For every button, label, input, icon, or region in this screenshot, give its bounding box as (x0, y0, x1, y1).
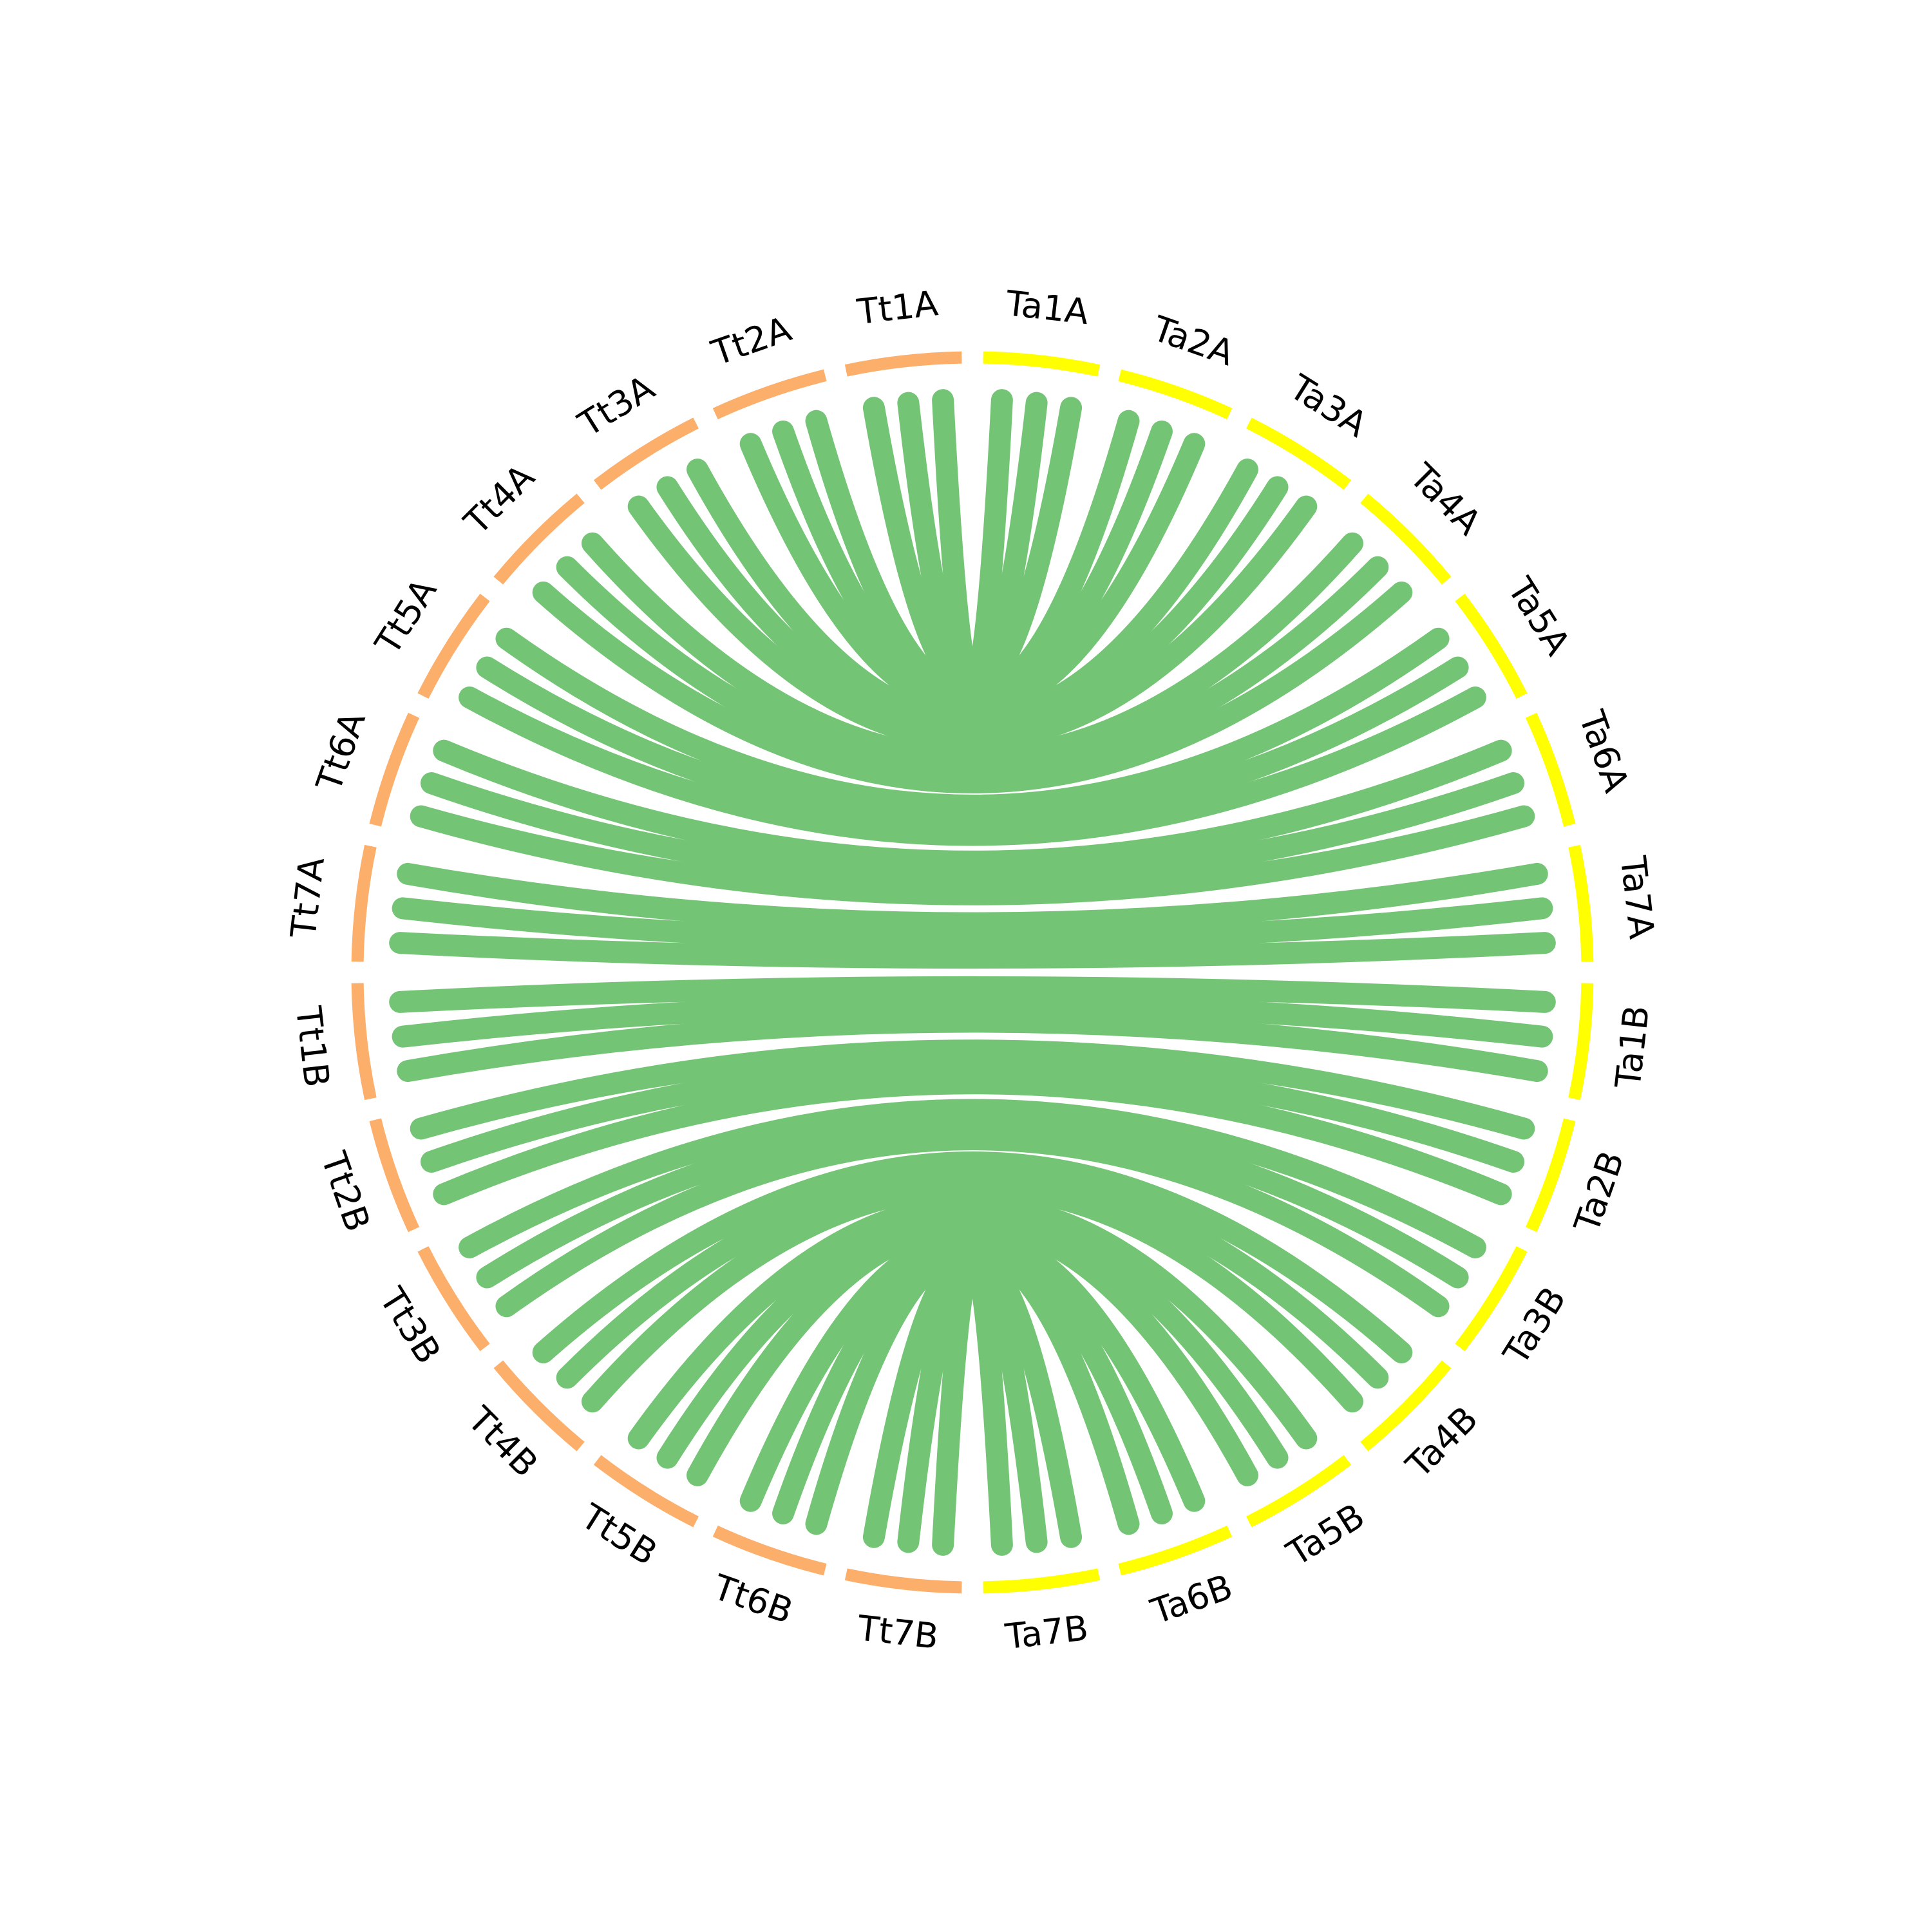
segment-label: Tt1B (288, 1004, 337, 1090)
link (433, 739, 1512, 873)
segment-arc (1525, 1118, 1576, 1233)
segment-arc (844, 351, 962, 377)
link (581, 532, 1364, 769)
segment-label: Tt2A (706, 308, 796, 374)
segment-arc (983, 351, 1101, 377)
segment-label: Tt4B (459, 1399, 545, 1485)
link (459, 687, 1486, 846)
segment-label: Ta4A (1401, 455, 1489, 543)
link (389, 976, 1556, 1013)
segment-arc (351, 844, 377, 962)
link (459, 1099, 1486, 1258)
segment-arc (1568, 983, 1594, 1101)
link (581, 1176, 1364, 1413)
segment-arc (1118, 369, 1233, 420)
segment-label: Tt3B (371, 1280, 449, 1371)
segment-label: Tt6A (308, 706, 374, 797)
segment-label: Tt6B (708, 1566, 798, 1631)
segment-arc (493, 1360, 585, 1452)
segment-label: Tt4A (456, 457, 542, 543)
segment-arc (1568, 844, 1594, 962)
segment-label: Ta3A (1282, 366, 1374, 445)
link (687, 1213, 1258, 1486)
link (397, 862, 1548, 934)
link (739, 433, 1206, 719)
segment-arc (493, 493, 585, 585)
link (495, 627, 1450, 817)
segment-label: Ta2A (1147, 308, 1239, 374)
segment-arc (369, 712, 420, 827)
link (389, 932, 1556, 969)
segment-arc (1525, 712, 1576, 827)
link (410, 805, 1535, 905)
segment-label: Tt2B (313, 1146, 378, 1236)
link (627, 495, 1318, 751)
link (932, 1247, 1013, 1556)
link (420, 1056, 1525, 1173)
link (392, 993, 1553, 1048)
segment-label: Ta6A (1571, 705, 1636, 797)
segment-arc (844, 1568, 962, 1594)
segment-label: Ta5A (1499, 570, 1578, 662)
link (532, 1151, 1413, 1364)
segment-arc (1455, 593, 1528, 699)
segment-arc (1360, 1360, 1452, 1452)
link (420, 772, 1525, 889)
link (532, 581, 1413, 793)
segment-label: Ta2B (1566, 1146, 1632, 1238)
segment-arc (1360, 493, 1452, 585)
segment-arc (712, 1525, 827, 1576)
segment-label: Ta7A (1613, 853, 1662, 941)
segment-arc (351, 983, 377, 1101)
segment-label: Tt5A (367, 571, 445, 662)
segment-arc (593, 417, 699, 490)
segment-label: Tt5B (574, 1495, 665, 1573)
segment-label: Tt3A (571, 367, 662, 445)
segment-label: Tt7A (283, 855, 332, 941)
link (392, 897, 1553, 952)
segment-label: Ta7B (1003, 1607, 1090, 1657)
segment-arc (1246, 417, 1352, 490)
segment-arc (1118, 1525, 1233, 1576)
segment-arc (369, 1118, 420, 1233)
link (476, 1113, 1469, 1289)
link (495, 1128, 1450, 1318)
segment-arc (1455, 1246, 1528, 1352)
link (397, 1010, 1548, 1083)
segment-arc (417, 593, 490, 699)
segment-arc (417, 1246, 490, 1352)
segment-label: Tt1A (855, 283, 940, 332)
segment-arc (1246, 1455, 1352, 1528)
link (556, 1164, 1389, 1389)
segment-label: Ta1A (1003, 283, 1091, 332)
link (476, 656, 1469, 831)
link (556, 556, 1389, 781)
link (433, 1072, 1512, 1206)
segment-label: Ta1B (1607, 1003, 1657, 1091)
links (389, 389, 1556, 1556)
segment-arc (712, 369, 827, 420)
segment-arc (593, 1455, 699, 1528)
link (410, 1039, 1535, 1140)
segment-label: Ta5B (1280, 1495, 1372, 1574)
segment-label: Ta3B (1495, 1280, 1574, 1372)
segment-label: Ta6B (1146, 1566, 1238, 1632)
segment-arc (983, 1568, 1101, 1594)
segment-label: Tt7B (855, 1607, 941, 1657)
